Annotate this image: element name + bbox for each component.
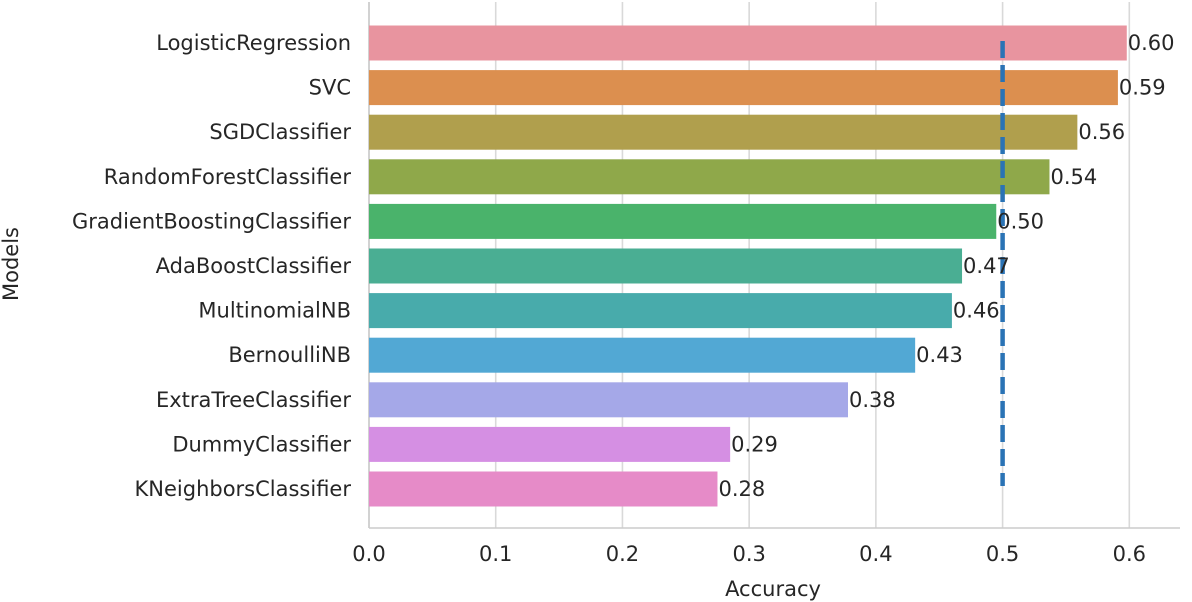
x-tick-label: 0.3 [732, 542, 765, 566]
data-label: 0.43 [916, 343, 963, 367]
y-tick-label: SGDClassifier [209, 120, 351, 144]
bars [369, 25, 1127, 507]
bar-dummyclassifier [369, 426, 731, 462]
y-tick-label: RandomForestClassifier [104, 165, 352, 189]
bar-extratreeclassifier [369, 382, 848, 418]
x-tick-labels: 0.0 0.1 0.2 0.3 0.4 0.5 0.6 [352, 542, 1146, 566]
y-tick-labels: LogisticRegression SVC SGDClassifier Random… [72, 31, 351, 501]
data-label: 0.47 [963, 254, 1010, 278]
x-tick-label: 0.6 [1113, 542, 1146, 566]
y-tick-label: MultinomialNB [198, 299, 351, 323]
bar-bernoullinb [369, 337, 916, 373]
y-tick-label: SVC [309, 76, 351, 100]
data-label: 0.46 [953, 299, 1000, 323]
y-tick-label: ExtraTreeClassifier [156, 388, 351, 412]
data-label: 0.60 [1128, 31, 1175, 55]
bar-kneighborsclassifier [369, 471, 718, 507]
data-label: 0.29 [731, 432, 778, 456]
y-axis-label: Models [0, 227, 23, 301]
bar-gradientboostingclassifier [369, 203, 997, 239]
bar-logisticregression [369, 25, 1127, 61]
data-label: 0.28 [718, 477, 765, 501]
data-label: 0.54 [1050, 165, 1097, 189]
bar-randomforestclassifier [369, 159, 1050, 195]
x-tick-label: 0.2 [606, 542, 639, 566]
y-tick-label: LogisticRegression [156, 31, 351, 55]
y-tick-label: KNeighborsClassifier [135, 477, 352, 501]
data-label: 0.56 [1078, 120, 1125, 144]
x-tick-label: 0.1 [479, 542, 512, 566]
x-axis-label: Accuracy [725, 577, 821, 601]
bar-sgdclassifier [369, 114, 1078, 150]
y-tick-label: AdaBoostClassifier [156, 254, 352, 278]
y-tick-label: BernoulliNB [228, 343, 351, 367]
y-tick-label: GradientBoostingClassifier [72, 209, 351, 233]
bar-multinomialnb [369, 293, 952, 329]
data-label: 0.59 [1119, 76, 1166, 100]
y-tick-label: DummyClassifier [172, 432, 351, 456]
x-tick-label: 0.0 [352, 542, 385, 566]
bar-adaboostclassifier [369, 248, 963, 284]
data-label: 0.38 [849, 388, 896, 412]
bar-svc [369, 70, 1118, 106]
data-labels: 0.60 0.59 0.56 0.540.50 0.47 0.46 0.43 0.38 0.29… [718, 31, 1174, 501]
x-tick-label: 0.4 [859, 542, 892, 566]
x-tick-label: 0.5 [986, 542, 1019, 566]
data-label: 0.50 [997, 209, 1044, 233]
